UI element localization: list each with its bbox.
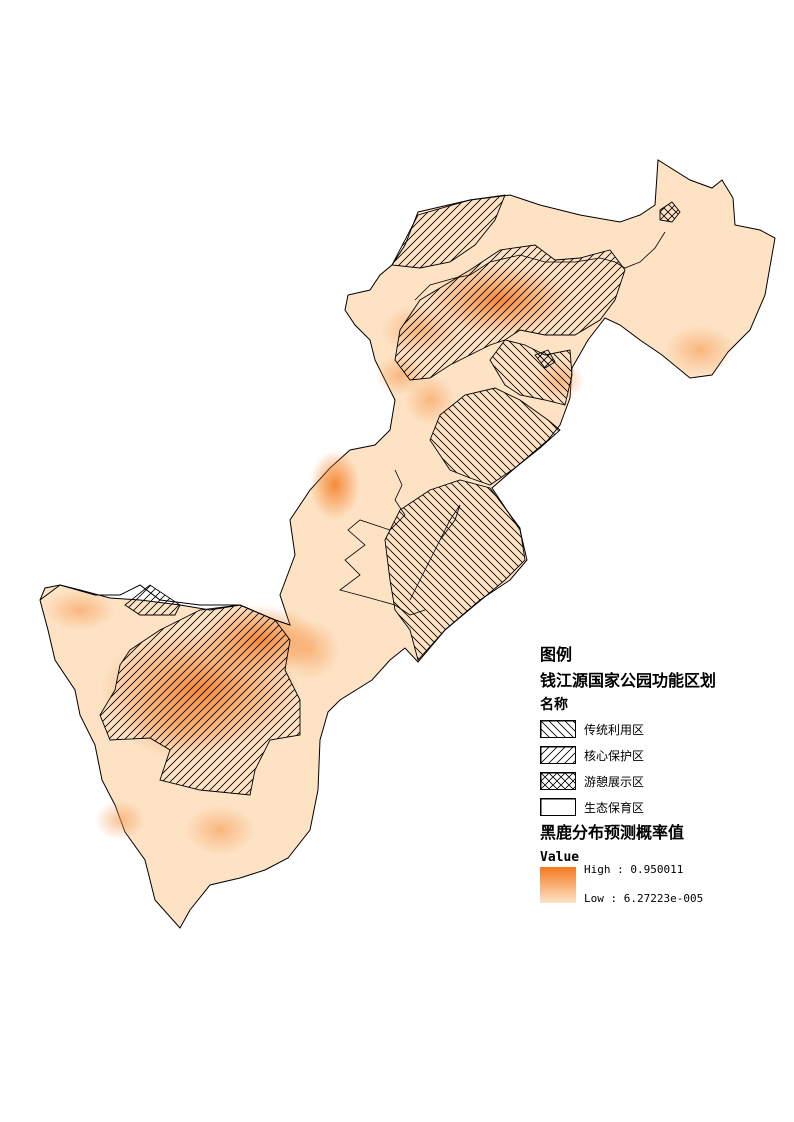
legend-field-name: 名称 <box>540 697 568 713</box>
legend-high-label: High : 0.950011 <box>584 863 684 876</box>
legend-layer-name: 钱江源国家公园功能区划 <box>540 671 717 690</box>
empty-swatch <box>540 798 576 816</box>
legend-item-conservation: 生态保育区 <box>540 794 790 820</box>
legend: 图例 钱江源国家公园功能区划 名称 传统利用区 核心保护区 游憩展示区 生态保育… <box>540 642 790 905</box>
hatch-fwd-swatch <box>540 746 576 764</box>
legend-raster-name: 黑鹿分布预测概率值 <box>540 823 685 842</box>
park-boundary-west <box>39 584 291 626</box>
core-protection-zone <box>99 194 626 796</box>
legend-label: 核心保护区 <box>584 748 645 763</box>
legend-item-core: 核心保护区 <box>540 742 790 768</box>
recreation-zone <box>534 201 681 369</box>
legend-label: 游憩展示区 <box>584 774 645 789</box>
legend-item-recreation: 游憩展示区 <box>540 768 790 794</box>
hatch-back-swatch <box>540 720 576 738</box>
legend-item-traditional: 传统利用区 <box>540 716 790 742</box>
legend-title: 图例 <box>540 645 573 664</box>
legend-value-label: Value <box>540 850 580 865</box>
legend-low-label: Low : 6.27223e-005 <box>584 892 704 905</box>
traditional-use-zone <box>384 339 573 661</box>
legend-label: 生态保育区 <box>584 800 645 815</box>
hatch-cross-swatch <box>540 772 576 790</box>
legend-color-ramp: High : 0.950011 Low : 6.27223e-005 <box>540 863 790 905</box>
color-ramp-swatch <box>540 867 576 903</box>
river-traces <box>339 231 666 616</box>
legend-label: 传统利用区 <box>584 722 645 737</box>
